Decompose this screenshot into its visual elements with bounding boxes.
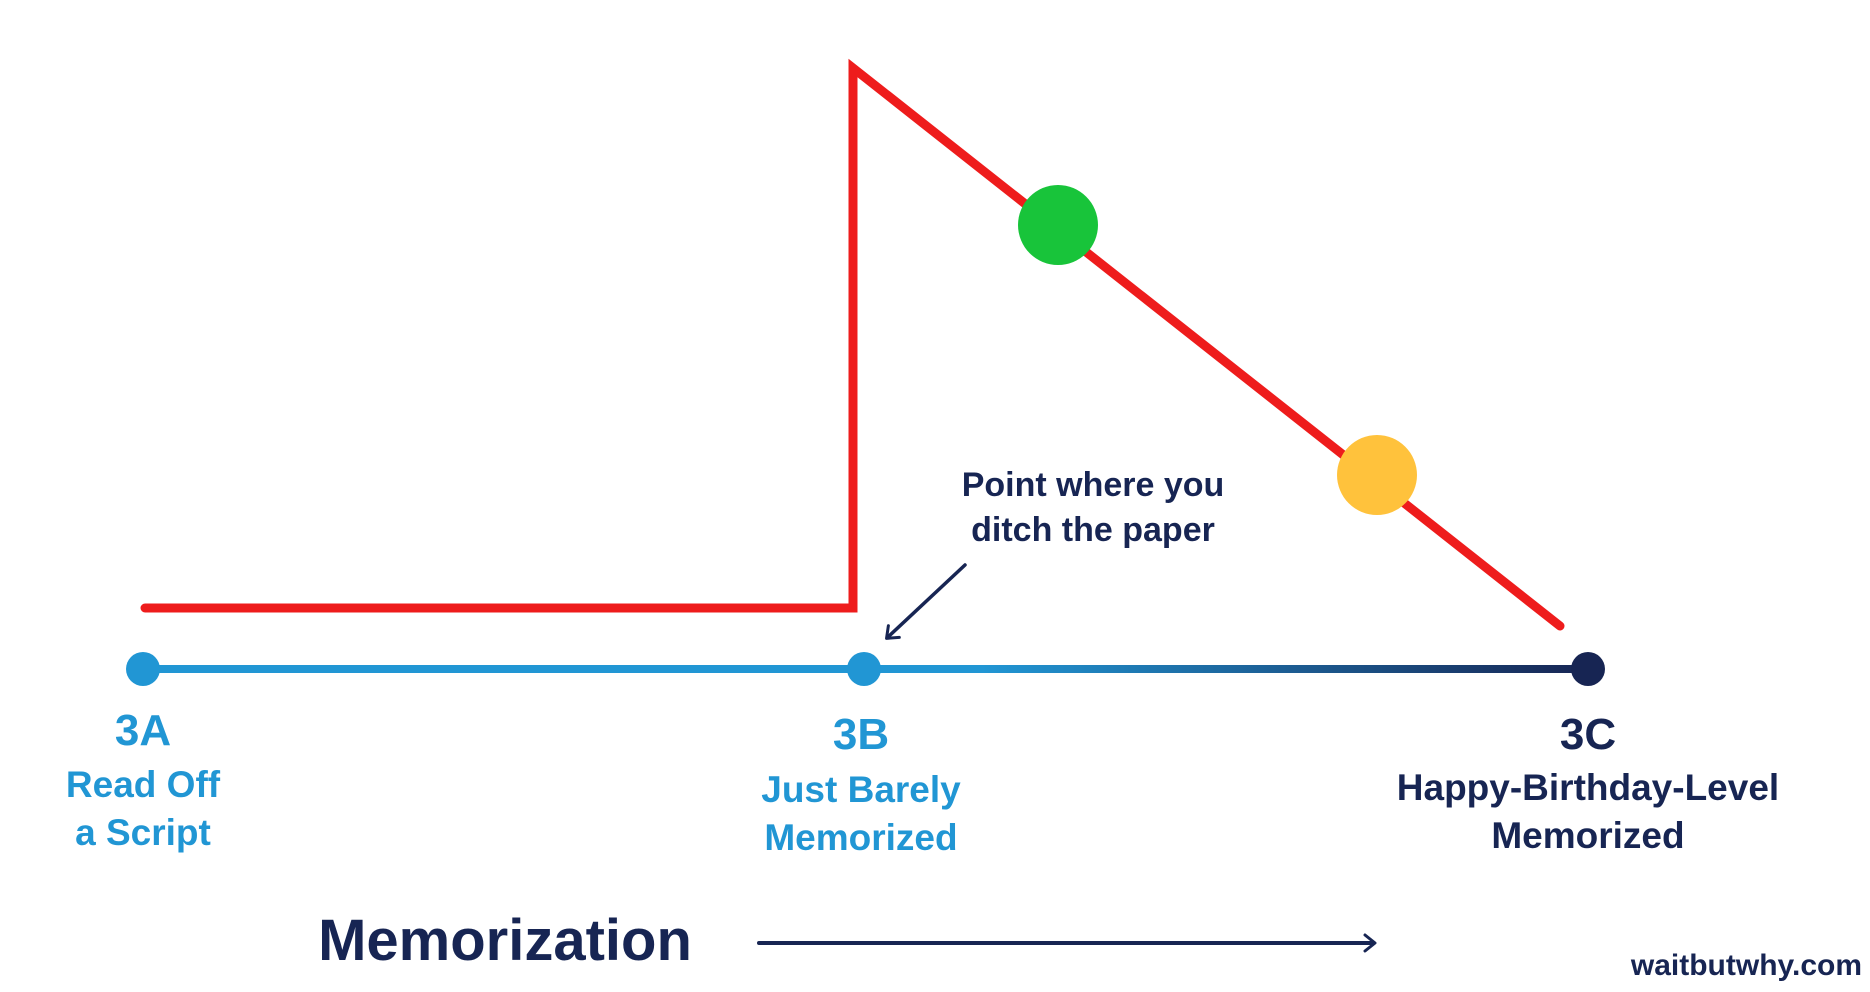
- stage-3c-line2: Memorized: [1491, 815, 1684, 856]
- red-effort-line: [140, 58, 1565, 631]
- stage-3c-code: 3C: [1560, 710, 1616, 759]
- timeline-point-3a: [126, 652, 160, 686]
- stage-3b-code: 3B: [833, 710, 889, 759]
- credit-text: waitbutwhy.com: [1630, 949, 1862, 982]
- stage-3b-line1: Just Barely: [761, 769, 961, 810]
- timeline-point-3b: [847, 652, 881, 686]
- timeline-point-3c: [1571, 652, 1605, 686]
- stage-3a-line1: Read Off: [66, 764, 221, 805]
- stage-3a-line2: a Script: [75, 812, 211, 853]
- stage-3b-line2: Memorized: [764, 817, 957, 858]
- green-dot: [1018, 185, 1098, 265]
- annotation-line1: Point where you: [962, 466, 1225, 504]
- yellow-dot: [1337, 435, 1417, 515]
- annotation-arrow: [885, 563, 967, 640]
- annotation-line2: ditch the paper: [971, 511, 1215, 549]
- axis-label: Memorization: [318, 908, 692, 973]
- stage-3c-line1: Happy-Birthday-Level: [1397, 767, 1779, 808]
- stage-3a-code: 3A: [115, 706, 171, 755]
